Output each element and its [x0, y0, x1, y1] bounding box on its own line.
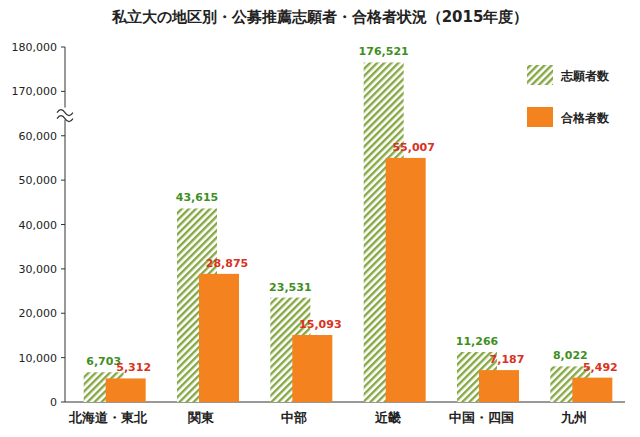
bar [479, 370, 519, 402]
x-tick-label: 近畿 [374, 410, 401, 425]
x-axis [65, 402, 625, 403]
y-tick [61, 357, 65, 358]
y-tick [61, 47, 65, 48]
y-tick-label: 180,000 [12, 41, 58, 54]
y-tick [61, 224, 65, 225]
data-label: 7,187 [490, 353, 525, 366]
title: 私立大の地区別・公募推薦志願者・合格者状況（2015年度） [111, 8, 529, 26]
y-tick-label: 50,000 [19, 174, 58, 187]
y-tick-label: 60,000 [19, 130, 58, 143]
data-labels: 6,70343,61523,531176,52111,2668,0225,312… [86, 45, 617, 374]
legend-label: 合格者数 [560, 111, 610, 125]
data-label: 176,521 [359, 45, 409, 58]
chart: 私立大の地区別・公募推薦志願者・合格者状況（2015年度） 0 10,000 20,0… [0, 0, 640, 437]
x-tick-label: 中国・四国 [449, 410, 514, 425]
y-tick-label: 40,000 [19, 219, 58, 232]
y-tick [61, 135, 65, 136]
data-label: 23,531 [269, 281, 311, 294]
y-tick-label: 20,000 [19, 307, 58, 320]
y-tick [61, 402, 65, 403]
data-label: 43,615 [176, 191, 218, 204]
y-tick-label: 30,000 [19, 263, 58, 276]
x-tick-label: 北海道・東北 [68, 410, 148, 425]
data-label: 11,266 [456, 335, 499, 348]
y-tick-label: 170,000 [12, 85, 58, 98]
x-tick-label: 関東 [188, 410, 215, 425]
y-tick [61, 91, 65, 92]
bars [84, 62, 613, 402]
data-label: 15,093 [299, 318, 341, 331]
legend-swatch [527, 65, 553, 85]
y-tick [61, 268, 65, 269]
y-tick-label: 0 [50, 396, 57, 409]
data-label: 5,312 [116, 361, 151, 374]
y-tick [61, 180, 65, 181]
bar [292, 335, 332, 402]
legend: 志願者数合格者数 [527, 65, 610, 127]
data-label: 55,007 [392, 141, 434, 154]
data-label: 28,875 [206, 257, 248, 270]
bar [199, 274, 239, 402]
legend-label: 志願者数 [560, 69, 610, 83]
bar [386, 158, 426, 402]
bar [106, 378, 146, 402]
y-tick-label: 10,000 [19, 352, 58, 365]
x-tick-label: 中部 [281, 410, 307, 425]
y-tick [61, 313, 65, 314]
x-tick-label: 九州 [560, 410, 587, 425]
bar [572, 378, 612, 402]
data-label: 5,492 [583, 361, 618, 374]
legend-swatch [527, 107, 553, 127]
axis-break [57, 116, 73, 122]
axis-break [57, 110, 73, 116]
